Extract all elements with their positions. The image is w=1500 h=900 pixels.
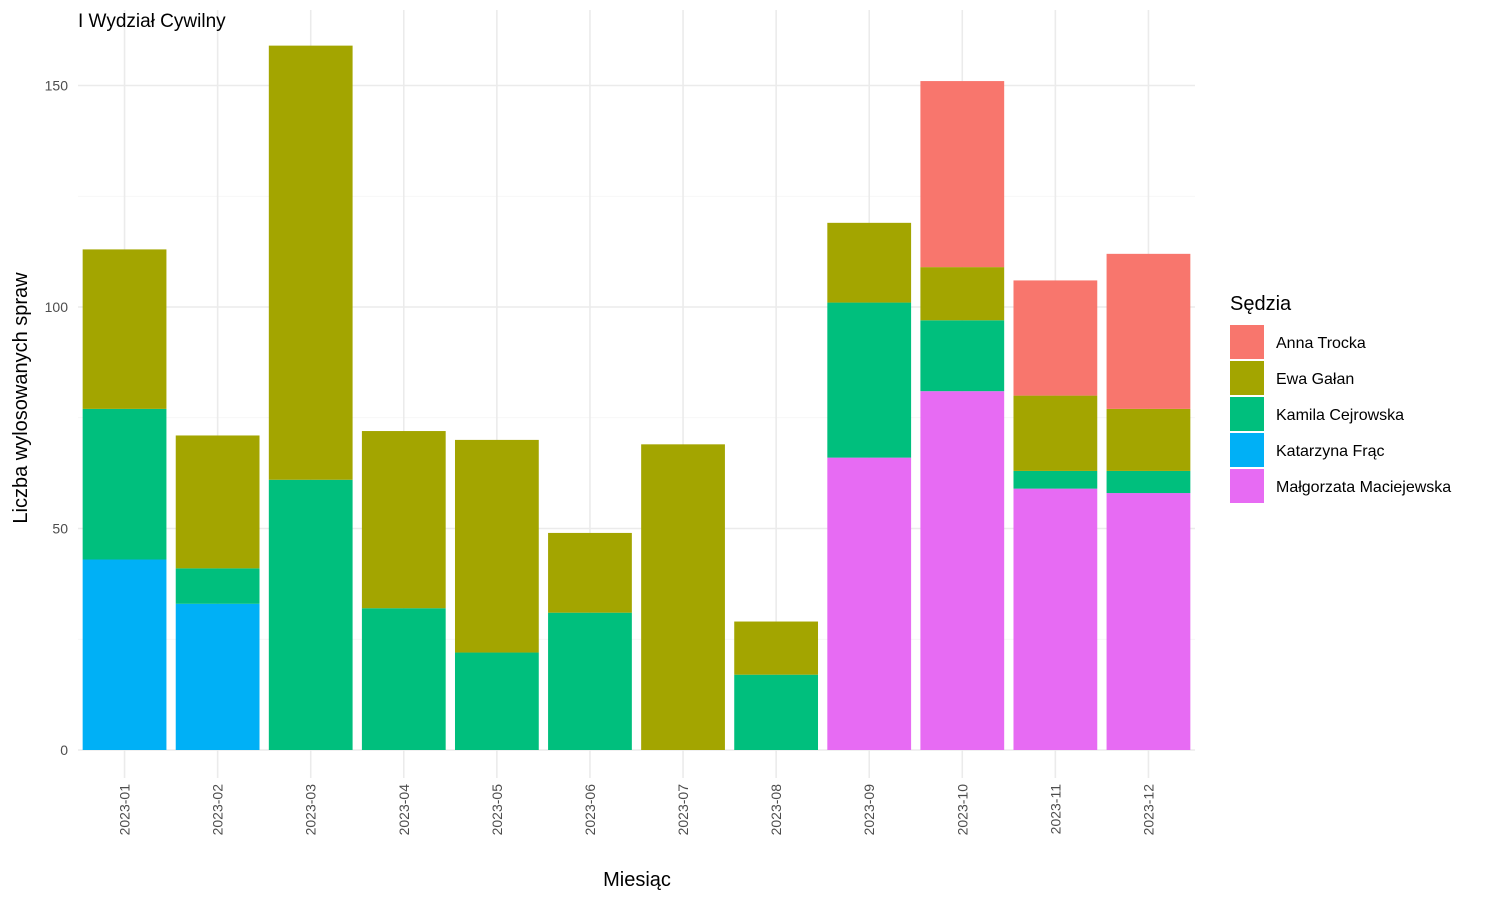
bar-segment: [1013, 488, 1098, 750]
y-tick-label: 100: [45, 299, 69, 315]
bar-segment: [1013, 395, 1098, 471]
legend-label: Małgorzata Maciejewska: [1276, 479, 1451, 496]
y-tick-label: 0: [60, 742, 68, 758]
x-tick-label: 2023-11: [1047, 784, 1063, 835]
bar-segment: [920, 391, 1005, 750]
x-tick-label: 2023-12: [1140, 784, 1156, 836]
x-tick-label: 2023-01: [117, 784, 133, 836]
legend-key: [1230, 397, 1264, 431]
legend-key: [1230, 361, 1264, 395]
bar-segment: [1106, 493, 1191, 750]
bar-segment: [1013, 470, 1098, 489]
y-axis-title: Liczba wylosowanych spraw: [10, 272, 32, 524]
legend-label: Kamila Cejrowska: [1276, 407, 1404, 424]
y-tick-label: 150: [45, 78, 69, 94]
bar-segment: [361, 431, 446, 609]
bar-segment: [1106, 253, 1191, 409]
bar-segment: [82, 408, 167, 560]
legend-title: Sędzia: [1230, 293, 1292, 315]
legend-key: [1230, 325, 1264, 359]
bar-segment: [734, 674, 819, 750]
x-tick-label: 2023-05: [489, 784, 505, 836]
x-tick-label: 2023-07: [675, 784, 691, 836]
bar-segment: [454, 439, 539, 653]
bar-segment: [548, 612, 632, 750]
bar-segment: [82, 559, 167, 750]
bar-segment: [175, 568, 260, 604]
x-tick-label: 2023-09: [861, 784, 877, 836]
bar-segment: [175, 435, 260, 569]
bar-segment: [548, 532, 632, 613]
bar-segment: [920, 320, 1005, 392]
bar-segment: [827, 222, 912, 303]
bar-segment: [82, 249, 167, 409]
bars: [82, 45, 1191, 750]
bar-segment: [361, 608, 446, 750]
bar-segment: [175, 603, 260, 750]
bar-segment: [920, 81, 1005, 268]
legend-label: Ewa Gałan: [1276, 371, 1354, 388]
legend-key: [1230, 433, 1264, 467]
legend-label: Anna Trocka: [1276, 335, 1366, 352]
bar-segment: [268, 45, 353, 480]
bar-segment: [454, 652, 539, 750]
bar-segment: [641, 444, 725, 750]
bar-segment: [268, 479, 353, 750]
bar-segment: [734, 621, 819, 675]
tick-labels: 0 50 100 150 2023-01 2023-02 2023-03 2023-04 202…: [45, 78, 1157, 836]
bar-segment: [827, 457, 912, 750]
y-tick-label: 50: [52, 521, 68, 537]
x-tick-label: 2023-08: [768, 784, 784, 836]
x-tick-label: 2023-02: [210, 784, 226, 836]
bar-segment: [1106, 470, 1191, 494]
x-tick-label: 2023-03: [303, 784, 319, 836]
x-axis-title: Miesiąc: [603, 869, 671, 891]
x-tick-label: 2023-06: [582, 784, 598, 836]
bar-segment: [1013, 280, 1098, 396]
legend-label: Katarzyna Frąc: [1276, 443, 1384, 460]
x-tick-label: 2023-10: [954, 784, 970, 836]
x-tick-label: 2023-04: [396, 784, 412, 836]
legend: Sędzia Anna Trocka Ewa Gałan Kamila Cejrow…: [1230, 293, 1451, 503]
legend-key: [1230, 469, 1264, 503]
chart-title: I Wydział Cywilny: [78, 11, 226, 32]
bar-segment: [920, 267, 1005, 321]
bar-segment: [827, 302, 912, 458]
bar-segment: [1106, 408, 1191, 471]
